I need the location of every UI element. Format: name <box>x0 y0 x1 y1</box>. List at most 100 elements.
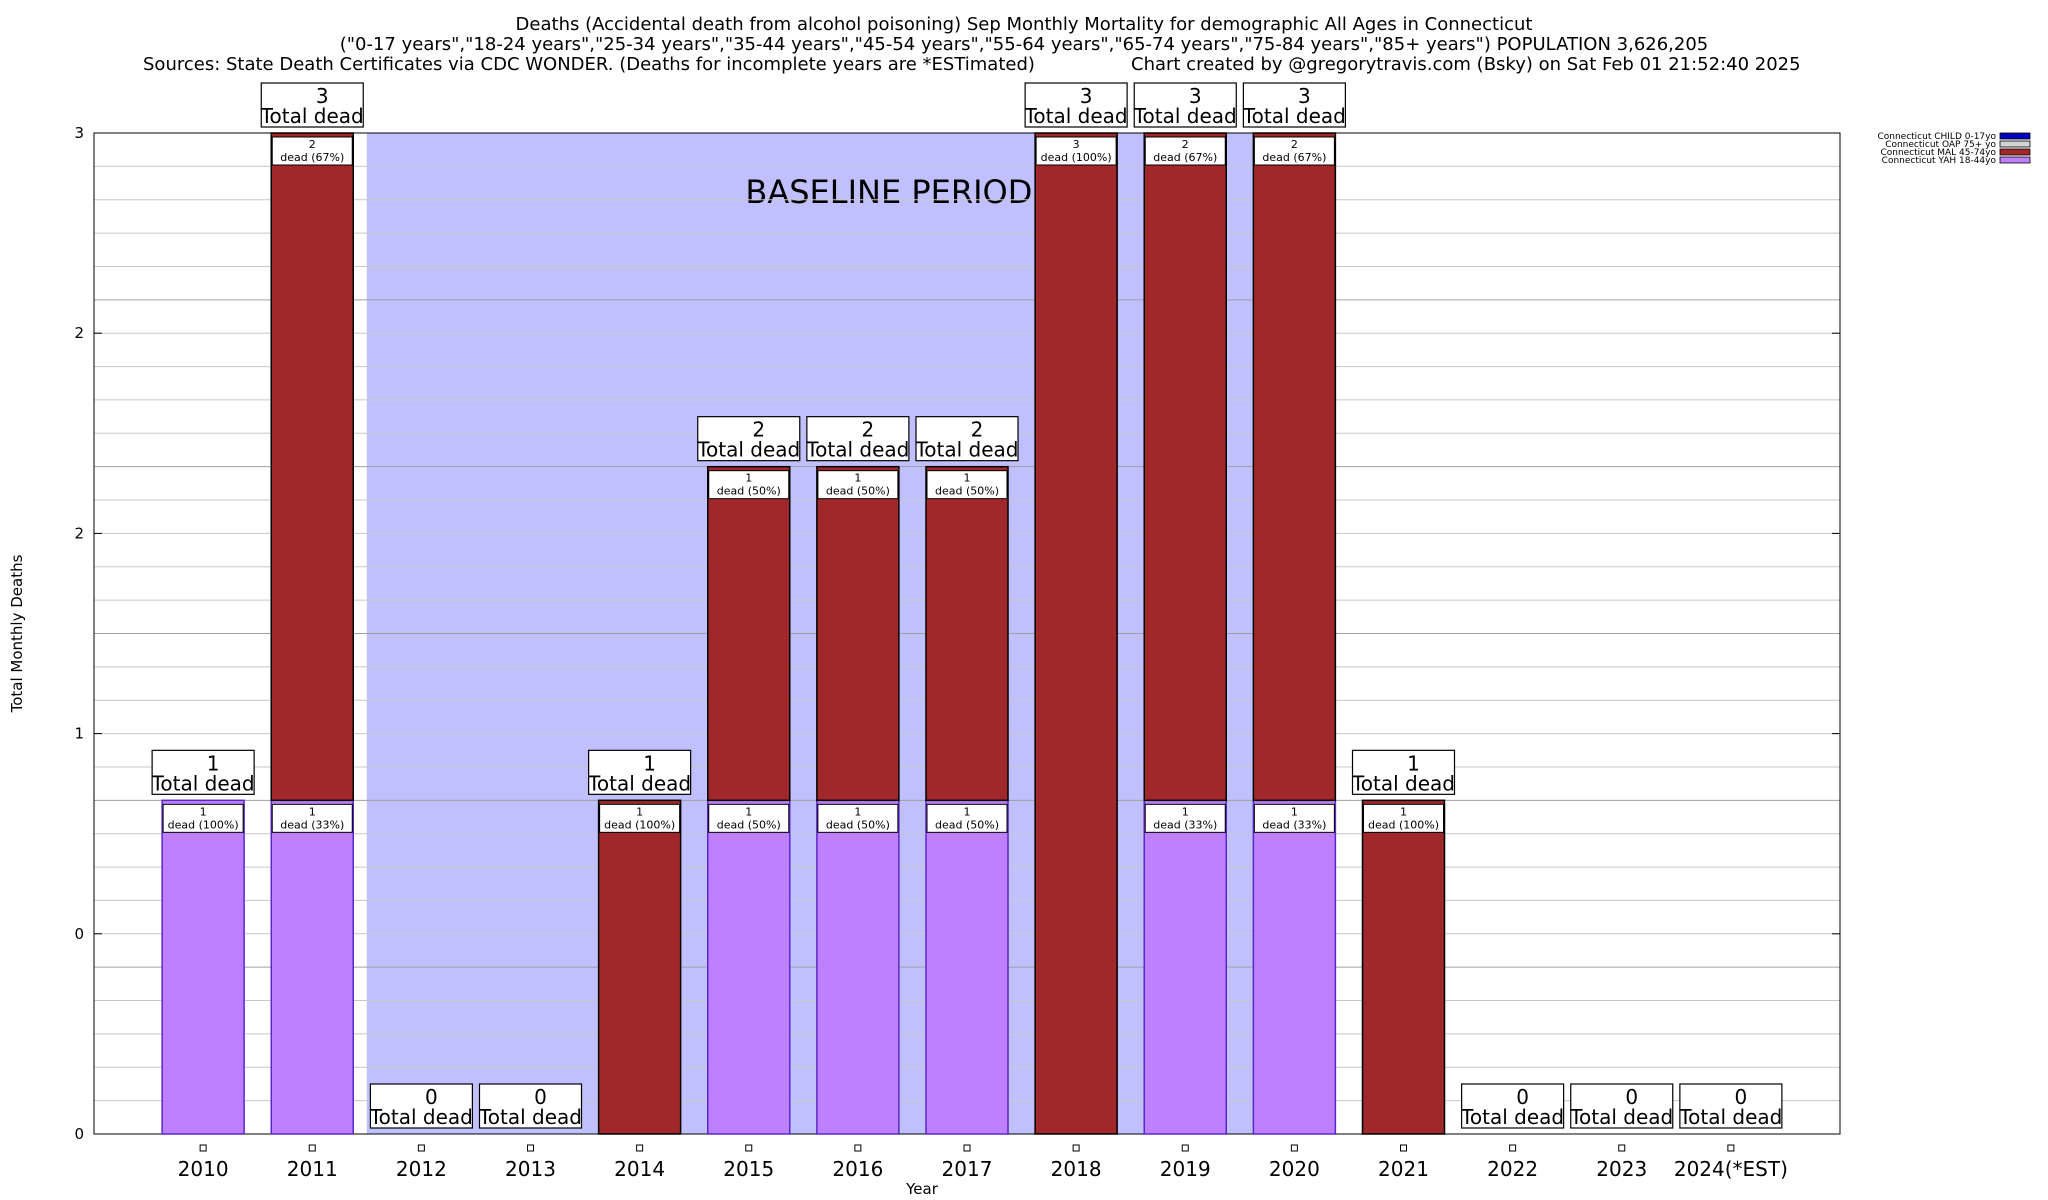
bar-segment <box>925 465 1009 802</box>
total-label-text: Total dead <box>369 1105 473 1129</box>
bar-segment <box>1143 799 1227 1135</box>
total-label-box <box>806 416 910 462</box>
x-tick-marker <box>963 1144 971 1152</box>
total-label-value: 0 <box>534 1085 547 1109</box>
total-label-text: Total dead <box>1460 1105 1564 1129</box>
x-tick-label: 2021 <box>1378 1157 1429 1181</box>
total-label-value: 0 <box>1516 1085 1529 1109</box>
legend-swatch <box>1999 132 2031 140</box>
bar-segment <box>270 799 354 1135</box>
x-tick-label: 2013 <box>505 1157 556 1181</box>
x-tick-label: 2020 <box>1269 1157 1320 1181</box>
total-label-box <box>260 82 364 128</box>
total-label-box <box>1461 1083 1565 1129</box>
segment-label: 1 <box>636 805 643 818</box>
x-tick-label: 2014 <box>614 1157 665 1181</box>
segment-label-box <box>1035 136 1117 166</box>
x-tick-label: 2019 <box>1160 1157 1211 1181</box>
total-label-text: Total dead <box>1024 104 1128 128</box>
segment-label: dead (67%) <box>1153 151 1217 164</box>
total-label-value: 2 <box>752 418 765 442</box>
total-label-box <box>588 749 692 795</box>
legend-swatch <box>1999 148 2031 156</box>
bar-segment <box>270 132 354 802</box>
total-label-value: 2 <box>862 418 875 442</box>
total-label-box <box>697 416 801 462</box>
x-tick-marker <box>199 1144 207 1152</box>
total-label-text: Total dead <box>1678 1105 1782 1129</box>
segment-label-box <box>162 803 244 833</box>
total-label-box <box>478 1083 583 1129</box>
segment-label-box <box>708 470 790 500</box>
bar-segment <box>1252 132 1337 802</box>
chart-sources: Sources: State Death Certificates via CD… <box>143 54 1035 75</box>
total-label-value: 3 <box>1189 84 1202 108</box>
x-tick-label: 2022 <box>1487 1157 1538 1181</box>
total-label-value: 1 <box>643 751 656 775</box>
y-tick-label: 2 <box>74 324 84 342</box>
x-axis-label: Year <box>905 1180 939 1198</box>
total-label-value: 3 <box>316 84 329 108</box>
x-tick-marker <box>854 1144 862 1152</box>
total-label-text: Total dead <box>1351 771 1455 795</box>
total-label-box <box>151 749 255 795</box>
segment-label: 1 <box>1182 805 1189 818</box>
bar-segment <box>597 799 682 1135</box>
segment-label: dead (100%) <box>1368 818 1439 831</box>
x-tick-label: 2018 <box>1051 1157 1102 1181</box>
segment-label: dead (100%) <box>1041 151 1112 164</box>
total-label-value: 1 <box>207 751 220 775</box>
total-label-box <box>1024 82 1128 128</box>
total-label-text: Total dead <box>696 438 800 462</box>
y-tick-label: 2 <box>74 524 84 542</box>
x-tick-label: 2016 <box>832 1157 883 1181</box>
segment-label-box <box>817 803 899 833</box>
bar-segment <box>707 799 791 1135</box>
x-tick-marker <box>1727 1144 1735 1152</box>
total-label-value: 2 <box>971 418 984 442</box>
total-label-value: 0 <box>1625 1085 1638 1109</box>
segment-label-box <box>1144 136 1226 166</box>
total-label-box <box>1570 1083 1674 1129</box>
segment-label: dead (50%) <box>717 485 781 498</box>
y-tick-label: 3 <box>74 124 84 142</box>
segment-label-box <box>1253 803 1335 833</box>
total-label-value: 1 <box>1407 751 1420 775</box>
x-tick-marker <box>1181 1144 1189 1152</box>
segment-label: dead (100%) <box>168 818 239 831</box>
x-tick-marker <box>1290 1144 1298 1152</box>
segment-label-box <box>271 803 353 833</box>
baseline-label: BASELINE PERIOD <box>745 173 1032 211</box>
legend-swatch <box>1999 140 2031 148</box>
bar-segment <box>1252 799 1337 1135</box>
segment-label-box <box>926 803 1008 833</box>
x-tick-label: 2017 <box>942 1157 993 1181</box>
total-label-text: Total dead <box>260 104 364 128</box>
segment-label-box <box>817 470 899 500</box>
segment-label: 1 <box>1400 805 1407 818</box>
segment-label: 1 <box>745 472 752 485</box>
segment-label: dead (50%) <box>935 485 999 498</box>
x-tick-marker <box>417 1144 425 1152</box>
total-label-text: Total dead <box>805 438 909 462</box>
x-tick-label: 2012 <box>396 1157 447 1181</box>
chart-subtitle: ("0-17 years","18-24 years","25-34 years… <box>339 34 1709 55</box>
total-label-value: 3 <box>1298 84 1311 108</box>
segment-label-box <box>708 803 790 833</box>
segment-label: 2 <box>309 138 316 151</box>
x-tick-label: 2010 <box>178 1157 229 1181</box>
total-label-text: Total dead <box>1242 104 1346 128</box>
legend-label: Connecticut OAP 75+ yo <box>1885 140 1996 150</box>
segment-label: 2 <box>1291 138 1298 151</box>
legend-label: Connecticut CHILD 0-17yo <box>1877 132 1996 142</box>
y-tick-label: 0 <box>74 1125 84 1143</box>
bar-segment <box>707 465 791 802</box>
segment-label: 1 <box>854 805 861 818</box>
total-label-value: 0 <box>1735 1085 1748 1109</box>
segment-label: 1 <box>200 805 207 818</box>
segment-label: dead (33%) <box>1153 818 1217 831</box>
x-tick-marker <box>1618 1144 1626 1152</box>
x-tick-label: 2023 <box>1596 1157 1647 1181</box>
legend-swatch <box>1999 156 2031 164</box>
chart-credit: Chart created by @gregorytravis.com (Bsk… <box>1131 54 1801 75</box>
